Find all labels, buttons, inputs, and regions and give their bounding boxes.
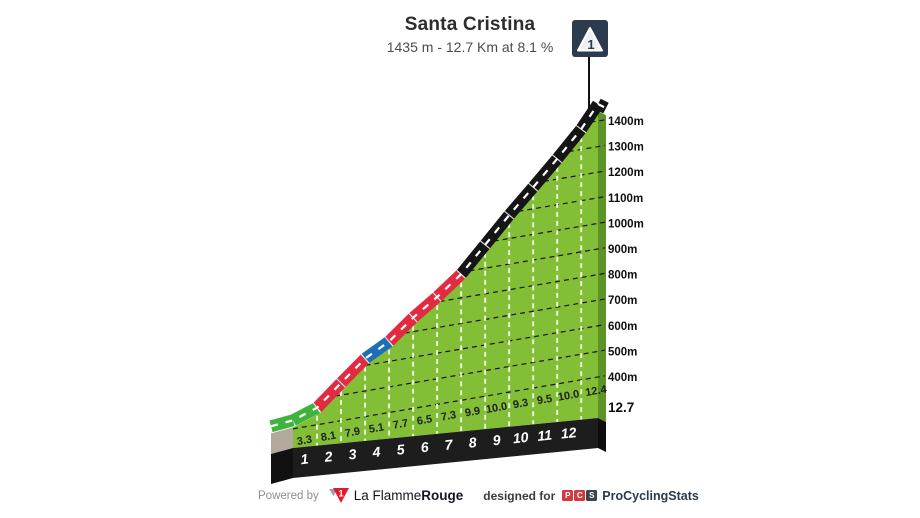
pcs-letter-p: P: [562, 490, 574, 501]
y-axis-label: 900m: [608, 244, 637, 256]
mountain-triangle-icon: [577, 27, 603, 52]
y-axis-label: 400m: [608, 372, 637, 384]
la-flamme-rouge-logo-icon: 1: [328, 488, 349, 503]
slope-side-face: [598, 111, 606, 422]
km-tick-label: 4: [371, 443, 382, 460]
chart-header: Santa Cristina 1435 m - 12.7 Km at 8.1 %: [180, 14, 760, 55]
gradient-label: 12.4: [584, 383, 608, 399]
category-badge-number: 1: [587, 37, 594, 52]
road-segment: [552, 125, 586, 163]
km-tick-label: 8: [468, 434, 478, 451]
road-joint: [504, 210, 515, 220]
footer: Powered by 1 La FlammeRouge designed for…: [258, 486, 699, 505]
contour-line: [439, 272, 606, 303]
y-axis-label: 1300m: [608, 142, 644, 154]
road-joint: [480, 240, 491, 250]
road-segment: [456, 241, 490, 279]
gradient-label: 5.1: [368, 421, 385, 435]
powered-by-label: Powered by: [258, 489, 319, 502]
gradient-label: 9.5: [536, 393, 553, 407]
km-tick-label: 7: [444, 436, 455, 453]
gradient-label: 3.3: [296, 434, 313, 448]
pcs-letter-s: S: [586, 490, 598, 501]
km-tick-label: 11: [537, 426, 553, 443]
distance-band-left-face: [271, 448, 293, 484]
km-tick-label: 2: [323, 448, 334, 465]
y-axis-label: 1400m: [608, 116, 644, 128]
road-centerline: [270, 102, 607, 428]
gradient-label: 6.5: [416, 413, 433, 427]
y-axis-label: 800m: [608, 270, 637, 282]
km-tick-label: 1: [300, 450, 310, 467]
km-tick-label: 5: [396, 441, 406, 458]
total-distance-label: 12.7: [608, 400, 634, 415]
profile-left-face: [271, 427, 293, 454]
km-tick-label: 6: [420, 439, 430, 456]
gradient-label: 7.9: [344, 425, 361, 439]
road-joint: [528, 182, 539, 192]
gradient-label: 8.1: [320, 430, 337, 444]
la-flamme-rouge-name: La FlammeRouge: [353, 488, 464, 503]
designed-for-label: designed for: [483, 488, 556, 503]
contour-line: [543, 170, 606, 182]
lfr-badge-number: 1: [338, 489, 343, 499]
y-axis-label: 500m: [608, 346, 637, 358]
contour-line: [335, 349, 606, 397]
contour-line: [292, 375, 606, 430]
km-tick-label: 10: [512, 429, 529, 447]
km-tick-label: 3: [348, 446, 358, 463]
road-joint: [360, 353, 370, 364]
gradient-label: 10.0: [557, 388, 580, 404]
km-tick-label: 9: [492, 432, 502, 449]
distance-band-right-face: [598, 418, 606, 452]
y-axis-label: 1000m: [608, 218, 644, 230]
y-axis-label: 1100m: [608, 193, 643, 205]
gradient-label: 9.9: [464, 405, 481, 419]
contour-line: [568, 144, 606, 153]
contour-line: [404, 298, 606, 334]
gradient-label: 9.3: [512, 397, 529, 411]
pcs-letter-c: C: [574, 490, 586, 501]
climb-stats: 1435 m - 12.7 Km at 8.1 %: [386, 39, 554, 55]
gradient-label: 10.0: [485, 400, 508, 416]
distance-band: [293, 418, 598, 478]
y-axis-label: 1200m: [608, 167, 644, 179]
contour-line: [493, 221, 606, 242]
gradient-label: 7.3: [440, 409, 457, 423]
road-joint: [384, 336, 394, 347]
road-joint: [336, 378, 346, 388]
procyclingstats-name: ProCyclingStats: [602, 488, 699, 503]
pcs-logo-icon: P C S: [562, 490, 598, 501]
contour-line: [469, 247, 606, 272]
y-axis-label: 700m: [608, 295, 637, 307]
km-tick-label: 12: [560, 424, 577, 442]
road-segment: [504, 183, 538, 220]
gradient-label: 7.7: [392, 417, 409, 431]
climb-title: Santa Cristina: [404, 14, 536, 35]
contour-line: [518, 196, 606, 212]
y-axis-label: 600m: [608, 321, 637, 333]
